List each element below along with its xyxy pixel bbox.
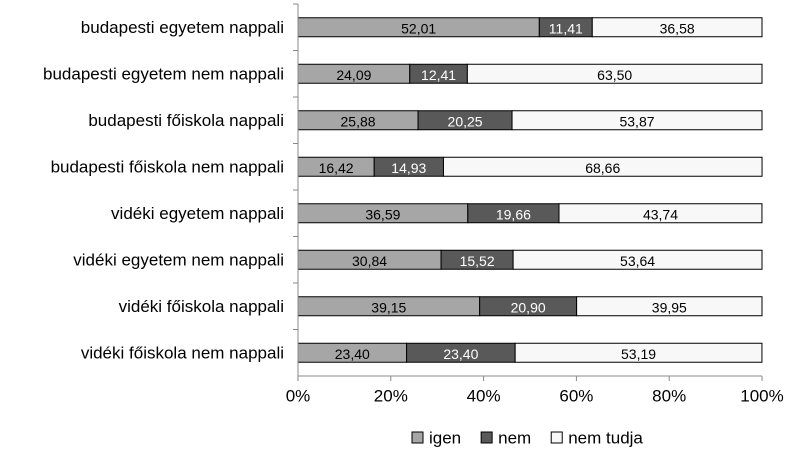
- data-label: 19,66: [496, 206, 531, 222]
- data-label: 36,58: [660, 20, 695, 36]
- data-label: 63,50: [597, 67, 632, 83]
- x-tick-label: 40%: [467, 387, 501, 406]
- legend-swatch: [550, 431, 563, 444]
- bars-group: 52,01 11,41 36,58 24,09 12,41 63,50 25,88 20,25…: [297, 17, 763, 363]
- data-label: 16,42: [319, 160, 354, 176]
- data-label: 30,84: [352, 253, 387, 269]
- data-label: 53,87: [619, 113, 654, 129]
- axes-group: budapesti egyetem nappali budapesti egyet…: [43, 3, 784, 406]
- legend-swatch: [411, 431, 424, 444]
- category-label: budapesti főiskola nappali: [88, 111, 284, 130]
- legend-label: nem tudja: [568, 429, 643, 448]
- data-label: 24,09: [336, 67, 371, 83]
- data-label: 14,93: [391, 160, 426, 176]
- legend-label: nem: [498, 429, 531, 448]
- data-label: 39,15: [371, 299, 406, 315]
- bar-segment-nem-tudja: [466, 63, 763, 84]
- bar-segment-nem-tudja: [558, 203, 763, 224]
- data-label: 53,19: [621, 346, 656, 362]
- bar-segment-nem-tudja: [512, 249, 763, 270]
- bar-segment-nem-tudja: [442, 156, 763, 177]
- data-label: 39,95: [652, 299, 687, 315]
- x-tick-label: 0%: [286, 387, 311, 406]
- data-label: 23,40: [443, 346, 478, 362]
- bar-segment-nem-tudja: [576, 296, 763, 317]
- category-label: vidéki főiskola nappali: [119, 297, 284, 316]
- bar-segment-nem-tudja: [591, 17, 763, 38]
- data-label: 43,74: [643, 206, 678, 222]
- data-label: 52,01: [401, 20, 436, 36]
- category-label: vidéki egyetem nappali: [111, 204, 284, 223]
- bar-segment-nem-tudja: [514, 342, 763, 363]
- category-label: budapesti egyetem nappali: [81, 18, 284, 37]
- x-tick-label: 60%: [559, 387, 593, 406]
- data-label: 12,41: [421, 67, 456, 83]
- x-tick-label: 80%: [652, 387, 686, 406]
- bar-segment-nem-tudja: [511, 110, 763, 131]
- x-tick-label: 20%: [374, 387, 408, 406]
- category-label: vidéki egyetem nem nappali: [73, 250, 284, 269]
- x-tick-label: 100%: [740, 387, 783, 406]
- category-label: vidéki főiskola nem nappali: [81, 343, 284, 362]
- legend: igen nem nem tudja: [411, 429, 643, 448]
- legend-label: igen: [429, 429, 461, 448]
- category-label: budapesti egyetem nem nappali: [43, 64, 284, 83]
- category-label: budapesti főiskola nem nappali: [51, 157, 284, 176]
- data-label: 20,25: [448, 113, 483, 129]
- data-label: 20,90: [511, 299, 546, 315]
- data-label: 36,59: [365, 206, 400, 222]
- data-label: 68,66: [585, 160, 620, 176]
- legend-swatch: [480, 431, 493, 444]
- data-label: 23,40: [335, 346, 370, 362]
- data-label: 25,88: [341, 113, 376, 129]
- data-label: 53,64: [620, 253, 655, 269]
- data-label: 15,52: [460, 253, 495, 269]
- data-label: 11,41: [549, 20, 583, 36]
